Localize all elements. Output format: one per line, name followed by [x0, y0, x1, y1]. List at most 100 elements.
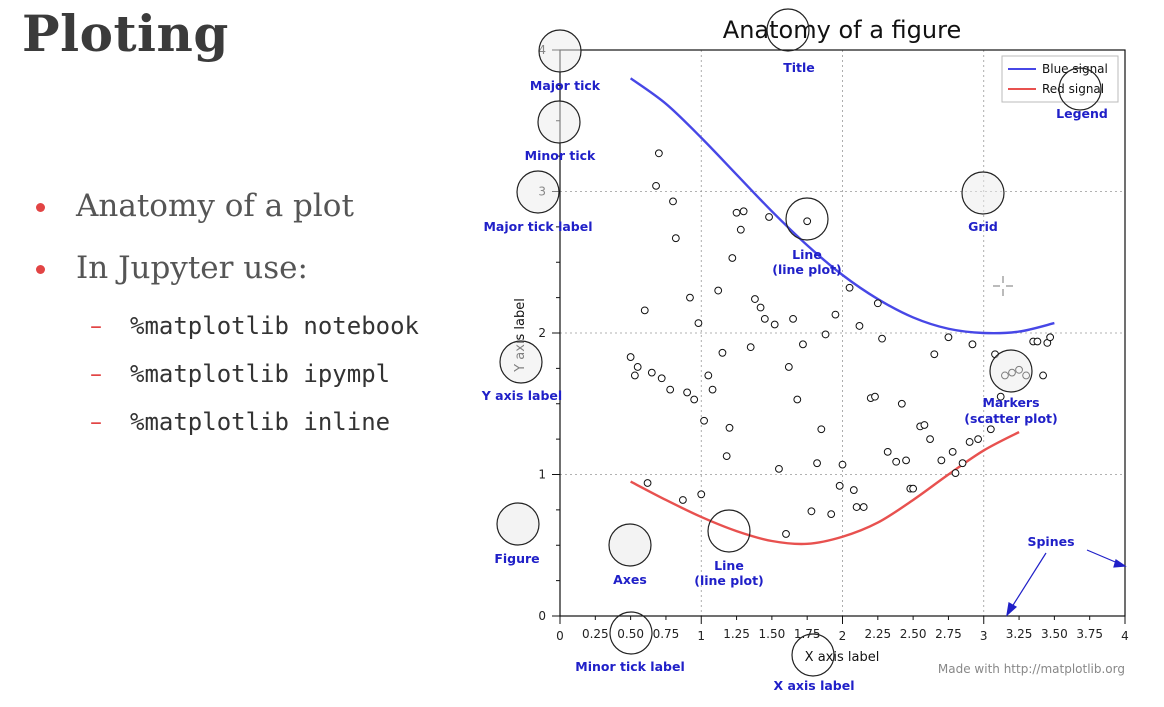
scatter-marker	[852, 503, 861, 511]
scatter-marker	[647, 368, 656, 377]
bullet-item: Anatomy of a plot	[36, 188, 354, 224]
scatter-marker	[751, 295, 759, 303]
scatter-marker	[926, 435, 934, 444]
scatter-marker	[686, 293, 694, 302]
y-major-tick-label: 1	[538, 468, 546, 482]
scatter-marker	[700, 416, 708, 425]
scatter-marker	[657, 374, 666, 383]
slide-title: Ploting	[22, 4, 229, 63]
scatter-marker	[827, 510, 836, 519]
scatter-marker	[799, 340, 807, 349]
chart-title: Anatomy of a figure	[723, 16, 961, 44]
scatter-marker	[671, 234, 680, 243]
scatter-marker	[630, 371, 639, 380]
dash-icon: –	[90, 408, 102, 436]
x-minor-tick-label: 0.75	[653, 627, 680, 641]
minor-tick-circle-icon	[537, 100, 581, 144]
x-minor-tick-label: 2.25	[864, 627, 891, 641]
scatter-marker	[849, 486, 858, 494]
title-circle-icon	[766, 8, 810, 52]
grid-circle-icon	[961, 171, 1005, 215]
scatter-marker	[813, 459, 821, 468]
scatter-marker	[704, 371, 713, 380]
cursor-crosshair-icon	[993, 276, 1013, 296]
scatter-marker	[902, 456, 910, 465]
scatter-marker	[643, 479, 652, 487]
scatter-marker	[968, 340, 977, 349]
sub-bullet-item: – %matplotlib inline	[90, 408, 419, 456]
x-minor-tick-label: 1.25	[723, 627, 750, 641]
axes-circle-icon	[608, 523, 652, 567]
scatter-marker	[722, 452, 731, 461]
scatter-marker	[937, 456, 946, 465]
scatter-marker	[1039, 371, 1047, 380]
scatter-marker	[803, 217, 812, 226]
scatter-marker	[965, 438, 974, 446]
scatter-marker	[678, 496, 687, 504]
scatter-marker	[654, 149, 663, 158]
scatter-marker	[838, 460, 847, 469]
plot-series	[626, 77, 1055, 546]
x-minor-tick-label: 2.75	[935, 627, 962, 641]
scatter-marker	[760, 314, 769, 323]
bullet-dot-icon	[36, 203, 45, 212]
code-text: %matplotlib notebook	[130, 312, 419, 340]
x-major-tick-label: 1	[697, 629, 705, 643]
scatter-marker	[831, 310, 840, 319]
spines-arrows	[1006, 549, 1127, 617]
callout-y-axis-label: Y axis label	[481, 388, 562, 403]
x-minor-tick-label: 0.50	[617, 627, 644, 641]
y-label-circle-icon	[499, 340, 543, 384]
scatter-marker	[708, 385, 717, 394]
legend: Blue signal Red signal	[1001, 55, 1119, 103]
x-minor-tick-label: 2.50	[900, 627, 927, 641]
sub-bullet-item: – %matplotlib notebook	[90, 312, 419, 360]
scatter-marker	[835, 481, 844, 490]
callout-line-bottom: Line	[714, 558, 744, 573]
x-axis-label: X axis label	[805, 650, 880, 665]
scatter-marker	[951, 469, 960, 477]
callout-minor-tick-label: Minor tick label	[575, 659, 685, 674]
grid-lines	[560, 50, 1125, 616]
legend-circle-icon	[1058, 67, 1102, 111]
scatter-marker	[909, 484, 918, 493]
sub-bullet-list: – %matplotlib notebook – %matplotlib ipy…	[90, 312, 419, 456]
x-minor-tick-label: 3.75	[1076, 627, 1103, 641]
anatomy-figure: 0 1 2 3 40.25 0.50 0.75 1.25 1.50 1.75 2.25 2.50 2.7…	[481, 8, 1129, 693]
line-circle-icon	[785, 197, 829, 241]
sub-bullet-item: – %matplotlib ipympl	[90, 360, 419, 408]
y-major-tick-label: 0	[538, 609, 546, 623]
scatter-marker	[739, 207, 748, 216]
bullet-list: Anatomy of a plot In Jupyter use:	[36, 188, 354, 312]
scatter-marker	[996, 392, 1005, 401]
scatter-marker	[859, 503, 868, 511]
scatter-marker	[817, 425, 826, 434]
scatter-marker	[770, 320, 779, 329]
callout-major-tick: Major tick	[530, 78, 601, 93]
scatter-marker	[958, 459, 967, 468]
x-major-tick-label: 3	[980, 629, 988, 643]
line-bottom-circle-icon	[707, 509, 751, 553]
arrow-head-icon	[1113, 559, 1127, 568]
callout-x-axis-label: X axis label	[774, 678, 855, 693]
code-text: %matplotlib ipympl	[130, 360, 391, 388]
scatter-marker	[633, 363, 642, 371]
x-minor-tick-label: 3.25	[1006, 627, 1033, 641]
scatter-marker	[930, 350, 939, 359]
scatter-marker	[1033, 337, 1042, 346]
callout-line-bottom-sub: (line plot)	[694, 573, 764, 588]
scatter-marker	[1046, 333, 1055, 342]
scatter-marker	[714, 286, 723, 295]
callout-markers: Markers	[982, 395, 1039, 410]
legend-label: Red signal	[1042, 82, 1104, 96]
markers-circle-icon	[989, 349, 1033, 393]
callout-title: Title	[783, 60, 815, 75]
scatter-marker	[948, 447, 957, 456]
series-line	[630, 430, 1020, 546]
scatter-marker	[640, 306, 649, 315]
scatter-marker	[669, 197, 677, 206]
scatter-marker	[626, 353, 635, 361]
scatter-marker	[694, 319, 703, 327]
scatter-marker	[920, 421, 929, 429]
